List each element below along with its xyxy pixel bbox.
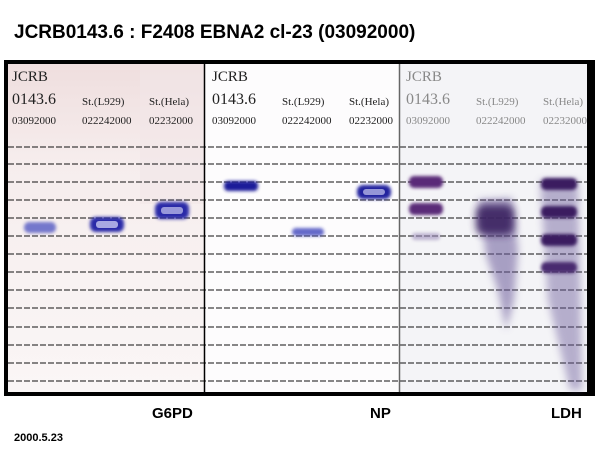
panel-labels: JCRB 0143.6 03092000 St.(L929) 022242000 St.(… <box>212 69 394 127</box>
lane-label: 0143.6 <box>212 91 256 108</box>
lane-label: 02232000 <box>543 115 588 127</box>
bands <box>24 176 582 390</box>
date: 2000.5.23 <box>14 432 63 444</box>
lane-label: JCRB <box>212 69 248 85</box>
lane-label: 0143.6 <box>12 91 56 108</box>
lane-label: 022242000 <box>282 115 332 127</box>
lane-label: 0143.6 <box>406 91 450 108</box>
enzyme-label: NP <box>370 405 391 422</box>
gel-stain <box>140 64 204 204</box>
lane-label: 03092000 <box>406 115 451 127</box>
lane-label: JCRB <box>406 69 442 85</box>
lane-label: St.(Hela) <box>543 96 583 108</box>
lane-label: 022242000 <box>476 115 526 127</box>
lane-label: 03092000 <box>12 115 57 127</box>
lane-labels: JCRB 0143.6 03092000 St.(L929) 022242000 St.(… <box>12 69 588 127</box>
panel-labels: JCRB 0143.6 03092000 St.(L929) 022242000 St.(… <box>406 69 588 127</box>
lane-label: St.(L929) <box>282 96 325 108</box>
lane-label: St.(Hela) <box>349 96 389 108</box>
lane-label: St.(Hela) <box>149 96 189 108</box>
lane-label: St.(L929) <box>82 96 125 108</box>
lane-label: JCRB <box>12 69 48 85</box>
lane-label: 02232000 <box>349 115 394 127</box>
enzyme-label: G6PD <box>152 405 193 422</box>
lane-label: 02232000 <box>149 115 194 127</box>
lane-label: 022242000 <box>82 115 132 127</box>
lane-label: St.(L929) <box>476 96 519 108</box>
lane-label: 03092000 <box>212 115 257 127</box>
panel-labels: JCRB 0143.6 03092000 St.(L929) 022242000 St.(… <box>12 69 194 127</box>
title: JCRB0143.6 : F2408 EBNA2 cl-23 (03092000… <box>14 22 415 43</box>
enzyme-label: LDH <box>551 405 582 422</box>
